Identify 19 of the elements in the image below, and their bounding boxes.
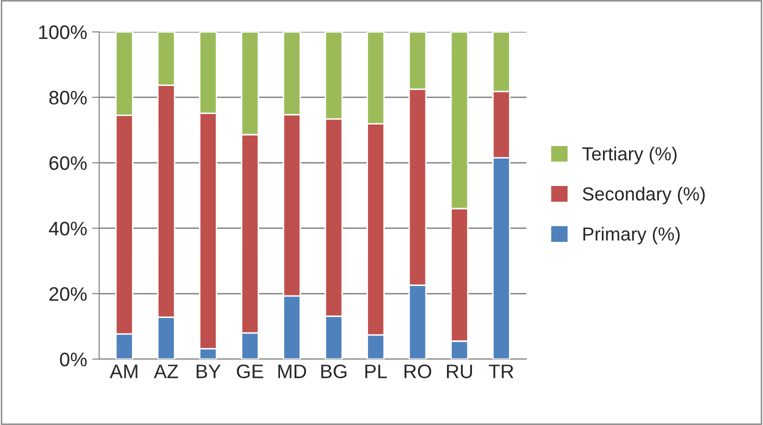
y-tick-label: 0% bbox=[60, 352, 87, 366]
y-tick-label: 20% bbox=[49, 287, 87, 301]
y-tick-label: 60% bbox=[49, 156, 87, 170]
x-tick-label: RO bbox=[404, 364, 432, 378]
y-tick-label: 100% bbox=[39, 25, 87, 40]
x-tick-label: RU bbox=[447, 364, 472, 378]
x-tick-label: PL bbox=[365, 364, 387, 378]
x-tick-label: GE bbox=[236, 364, 264, 378]
x-tick-label: MD bbox=[278, 364, 306, 378]
x-tick-label: BY bbox=[196, 364, 221, 378]
y-tick-label: 40% bbox=[48, 222, 87, 236]
legend-label: Primary (%) bbox=[583, 226, 680, 244]
legend-label: Secondary (%) bbox=[582, 186, 705, 204]
legend-label: Tertiary (%) bbox=[582, 146, 677, 164]
y-tick-label: 80% bbox=[49, 90, 87, 105]
x-tick-label: AM bbox=[110, 364, 138, 378]
x-tick-label: TR bbox=[488, 364, 514, 378]
x-tick-label: BG bbox=[321, 364, 346, 378]
x-tick-label: AZ bbox=[154, 364, 178, 378]
